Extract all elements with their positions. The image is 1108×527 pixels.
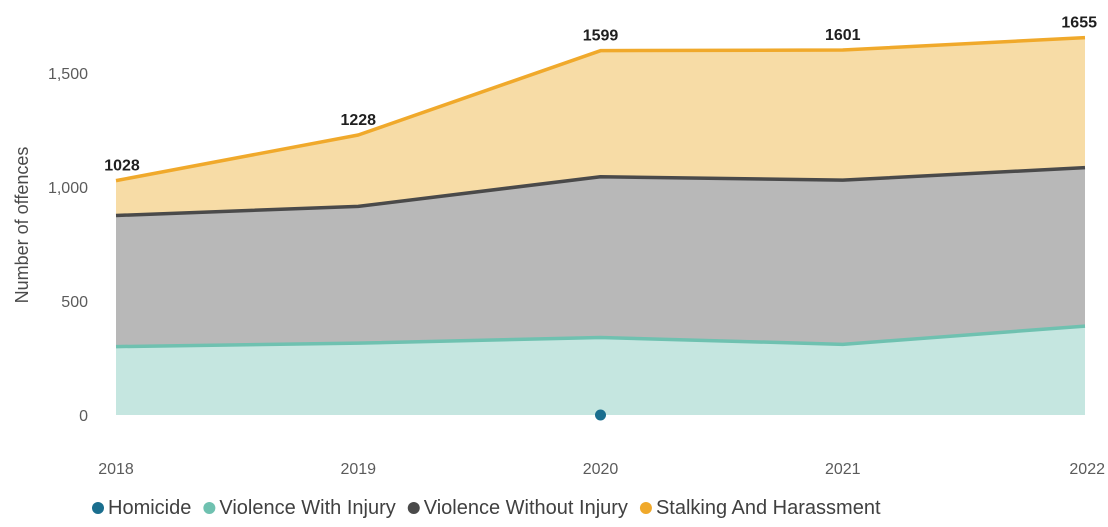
area-stalking-and-harassment xyxy=(116,37,1085,216)
total-label-2018: 1028 xyxy=(104,158,140,175)
x-tick-label: 2019 xyxy=(340,461,376,478)
y-tick-label: 0 xyxy=(79,408,88,425)
total-label-2019: 1228 xyxy=(340,112,376,129)
legend-marker-violence-without-injury xyxy=(407,502,420,514)
total-label-2021: 1601 xyxy=(825,27,861,44)
line-violence-without-injury xyxy=(115,165,1086,218)
legend-label-violence-without-injury: Violence Without Injury xyxy=(424,497,628,519)
total-label-2022: 1655 xyxy=(1061,15,1097,32)
legend-label-stalking-and-harassment: Stalking And Harassment xyxy=(656,497,881,519)
x-tick-label: 2018 xyxy=(98,461,134,478)
y-axis-ticks: 0 500 1,000 1,500 xyxy=(48,66,88,425)
legend-marker-homicide xyxy=(92,502,104,514)
legend-marker-violence-with-injury xyxy=(203,502,216,514)
chart-data-labels: 1028 1228 1599 1601 1655 xyxy=(104,15,1097,175)
y-tick-label: 1,000 xyxy=(48,180,88,197)
x-tick-label: 2022 xyxy=(1069,461,1105,478)
y-tick-label: 500 xyxy=(61,294,88,311)
line-violence-with-injury xyxy=(115,324,1086,349)
chart-points xyxy=(595,409,606,421)
legend-label-violence-with-injury: Violence With Injury xyxy=(219,497,395,519)
line-stalking-and-harassment xyxy=(115,35,1086,183)
x-tick-label: 2020 xyxy=(583,461,619,478)
total-label-2020: 1599 xyxy=(583,27,619,44)
chart-legend: Homicide Violence With Injury Violence Wit… xyxy=(92,497,881,519)
x-axis-ticks: 2018 2019 2020 2021 2022 xyxy=(98,461,1105,478)
chart-areas xyxy=(116,37,1085,415)
area-violence-without-injury xyxy=(116,167,1085,347)
area-violence-with-injury xyxy=(116,326,1085,415)
chart-lines xyxy=(115,35,1086,349)
y-tick-label: 1,500 xyxy=(48,66,88,83)
y-axis-label: Number of offences xyxy=(12,147,32,304)
legend-marker-stalking-and-harassment xyxy=(639,502,652,514)
legend-label-homicide: Homicide xyxy=(108,497,191,519)
x-tick-label: 2021 xyxy=(825,461,861,478)
point-homicide-2020 xyxy=(595,409,606,421)
